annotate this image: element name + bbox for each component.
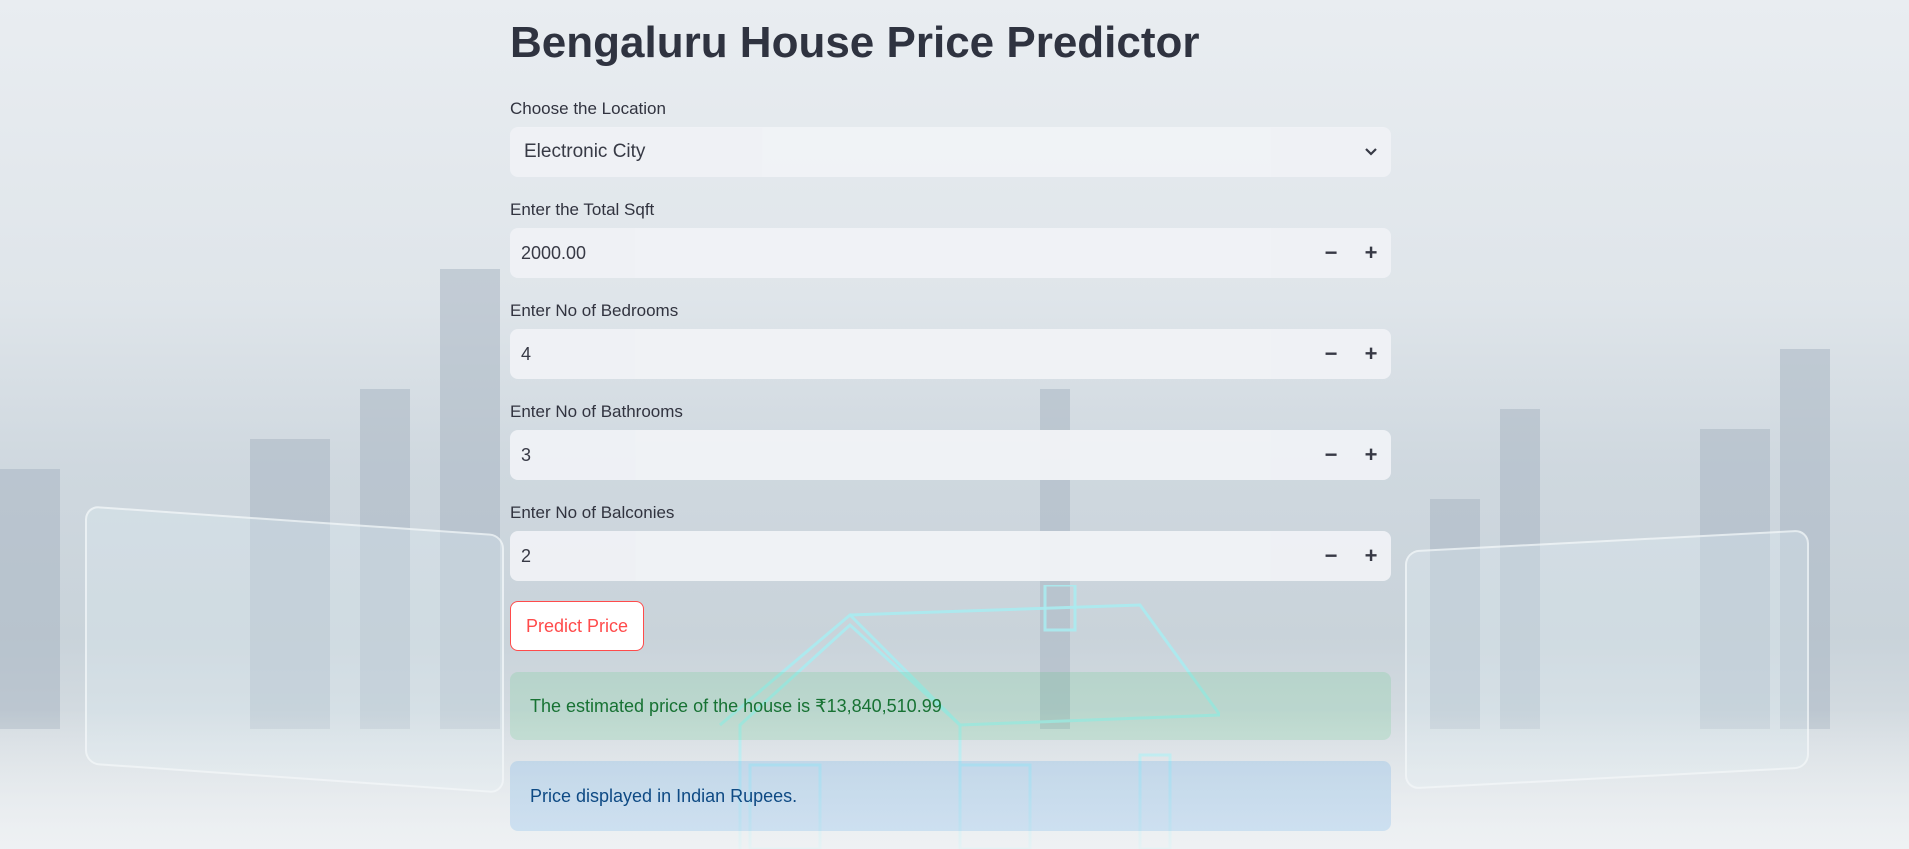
- location-selected-value: Electronic City: [524, 141, 646, 162]
- location-select[interactable]: Electronic City: [510, 127, 1391, 177]
- bathrooms-stepper: 3 − +: [510, 430, 1391, 480]
- bedrooms-input[interactable]: 4: [521, 343, 532, 364]
- location-label: Choose the Location: [510, 99, 666, 118]
- predict-price-button[interactable]: Predict Price: [510, 601, 645, 651]
- info-text: Price displayed in Indian Rupees.: [530, 785, 798, 806]
- sqft-label: Enter the Total Sqft: [510, 200, 655, 219]
- bathrooms-increment-button[interactable]: +: [1364, 442, 1378, 467]
- bedrooms-increment-button[interactable]: +: [1364, 341, 1378, 366]
- bathrooms-decrement-button[interactable]: −: [1324, 442, 1338, 467]
- chevron-down-icon[interactable]: [1351, 127, 1391, 177]
- bedrooms-decrement-button[interactable]: −: [1324, 341, 1338, 366]
- bedrooms-label: Enter No of Bedrooms: [510, 301, 679, 320]
- balconies-increment-button[interactable]: +: [1364, 543, 1378, 568]
- balconies-input[interactable]: 2: [521, 545, 532, 566]
- balconies-stepper: 2 − +: [510, 531, 1391, 581]
- page-title: Bengaluru House Price Predictor: [510, 18, 1200, 67]
- sqft-decrement-button[interactable]: −: [1324, 240, 1338, 265]
- result-text: The estimated price of the house is ₹13,…: [530, 695, 942, 716]
- sqft-input[interactable]: 2000.00: [521, 242, 587, 263]
- bathrooms-input[interactable]: 3: [521, 444, 532, 465]
- result-alert: The estimated price of the house is ₹13,…: [510, 672, 1391, 740]
- main-content: Bengaluru House Price Predictor Choose t…: [510, 0, 1391, 831]
- balconies-decrement-button[interactable]: −: [1324, 543, 1338, 568]
- sqft-stepper: 2000.00 − +: [510, 228, 1391, 278]
- balconies-label: Enter No of Balconies: [510, 503, 675, 522]
- sqft-increment-button[interactable]: +: [1364, 240, 1378, 265]
- bedrooms-stepper: 4 − +: [510, 329, 1391, 379]
- bathrooms-label: Enter No of Bathrooms: [510, 402, 683, 421]
- info-alert: Price displayed in Indian Rupees.: [510, 761, 1391, 831]
